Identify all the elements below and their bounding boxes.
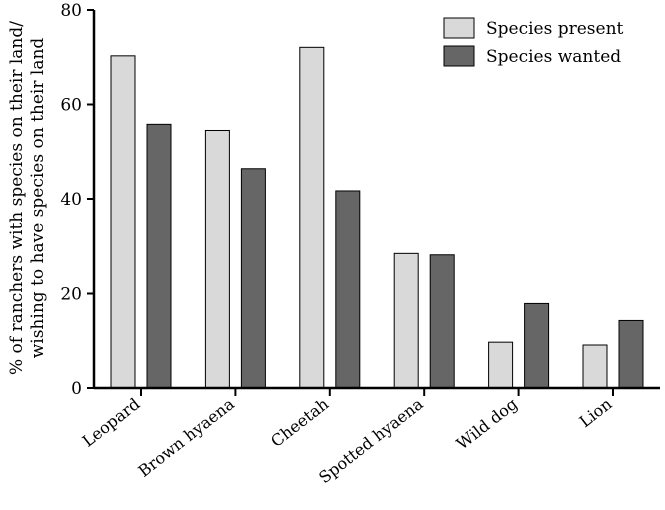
legend-label: Species wanted [486, 47, 621, 67]
bar-species-present [488, 341, 514, 389]
bar-species-wanted [524, 302, 550, 389]
x-tick-label: Leopard [79, 394, 144, 450]
x-tick-label: Spotted hyaena [315, 394, 427, 487]
legend: Species present Species wanted [443, 17, 624, 67]
bar-species-wanted [146, 123, 172, 389]
legend-swatch [443, 17, 475, 39]
legend-label: Species present [486, 19, 624, 39]
y-tick-label: 0 [71, 379, 82, 399]
bar-species-wanted [335, 190, 361, 389]
bar-species-wanted [429, 254, 455, 389]
x-tick-label: Cheetah [267, 394, 332, 451]
legend-swatch [443, 45, 475, 67]
bar-species-present [393, 252, 419, 389]
y-axis-label: % of ranchers with species on their land… [7, 21, 48, 375]
y-tick-label: 60 [60, 96, 82, 116]
axes [92, 10, 660, 390]
bar-marks [110, 46, 644, 389]
y-axis-label-line-1: % of ranchers with species on their land… [7, 21, 27, 375]
y-tick-label: 40 [60, 190, 82, 210]
x-tick-label: Wild dog [453, 394, 521, 453]
x-tick-label: Lion [576, 394, 616, 431]
bar-species-present [582, 344, 608, 389]
y-tick-label: 80 [60, 1, 82, 21]
y-axis-ticks: 0 20 40 60 80 [60, 1, 94, 399]
y-tick-label: 20 [60, 285, 82, 305]
bar-species-wanted [240, 168, 266, 389]
bar-species-present [204, 129, 230, 389]
bar-species-wanted [618, 319, 644, 389]
y-axis-label-line-2: wishing to have species on their land [28, 38, 48, 359]
x-tick-label: Brown hyaena [134, 394, 238, 481]
bar-species-present [110, 55, 136, 389]
bar-species-present [299, 46, 325, 389]
